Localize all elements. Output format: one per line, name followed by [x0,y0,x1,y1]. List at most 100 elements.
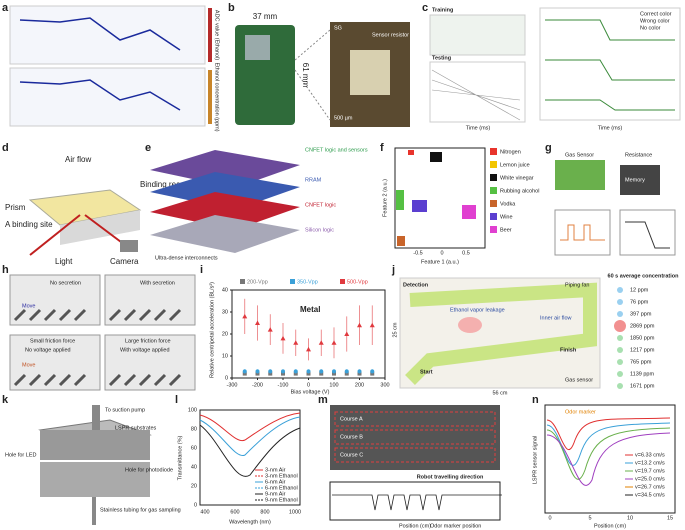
legend-label: 397 ppm [630,311,652,317]
layer-label: Silicon logic [305,227,334,233]
point [369,322,375,328]
label: Ethanol vapor leakage [450,307,505,313]
panel-a: ADC value (Ethanol) Ethanol concentratio… [2,2,220,132]
point [255,320,260,325]
panel-e: CNFET logic and sensors RRAM CNFET logic… [145,142,368,262]
panel-d: Air flow Binding reaction Prism A bindin… [2,142,197,266]
x-tick-label: 0.5 [462,250,470,256]
label: Robot travelling direction [417,474,484,480]
point [318,340,324,345]
x-tick-label: 400 [200,509,209,515]
x-tick-label: 0 [307,382,310,388]
axis-label: Feature 1 (a.u.) [421,259,459,265]
x-tick-label: 600 [230,509,239,515]
legend-swatch [617,287,623,293]
label: Odor marker position [430,523,481,529]
point [357,369,362,374]
legend-swatch [240,279,245,284]
legend: Wrong color [640,18,670,24]
label: With voltage applied [120,347,170,353]
legend-label: Lemon juice [500,162,530,168]
y-tick-label: 30 [222,309,228,315]
x-tick-label: 300 [380,382,389,388]
x-axis-label: Bias voltage (V) [291,389,330,395]
label: Large friction force [125,338,171,344]
legend-label: v=19.7 cm/s [635,468,665,474]
point [306,369,311,374]
label: Gas sensor [565,377,593,383]
legend-label: 1671 ppm [630,383,655,389]
axis-label: Feature 2 (a.u.) [382,179,388,217]
point [319,369,324,374]
panel-letter: n [532,394,539,406]
legend-label: 12 ppm [630,287,649,293]
legend-swatch [614,320,626,332]
label: Hole for LED [5,452,37,458]
label: Binding reaction [140,180,197,189]
layer-label: CNFET logic and sensors [305,147,368,153]
y-tick-label: 0 [194,502,197,508]
legend-label: 1139 ppm [630,371,654,377]
legend-label: Beer [500,227,512,233]
legend-label: v=25.0 cm/s [635,476,665,482]
label: 500 µm [334,115,353,121]
label: Piping fan [565,282,589,288]
point [344,369,349,374]
y-tick-label: 80 [191,426,197,432]
panel-letter: a [2,2,9,14]
legend: v=6.33 cm/s v=13.2 cm/s v=19.7 cm/s v=25.0 … [625,452,665,498]
y-tick-label: 0 [225,375,228,381]
legend-swatch [617,311,623,317]
panel-h: Move No secretion With secretion Small f… [2,264,196,391]
panel-letter: m [318,394,328,406]
legend-label: 350-Vpp [297,279,318,285]
legend-label: 3-nm Air [265,467,286,473]
y-tick-label: 60 [191,445,197,451]
label: Move [22,362,35,368]
legend-label: 500-Vpp [347,279,368,285]
axis-label: Time (ms) [598,125,623,131]
panel-n: Odor marker v=6.33 cm/s v=13.2 cm/s v=19.7… [532,394,676,529]
label: A binding site [5,220,53,229]
label: No voltage applied [25,347,71,353]
panel-g: Gas Sensor Resistance Memory g [545,142,676,256]
panel-letter: l [175,394,178,406]
legend-title: 60 s average concentration [608,273,680,279]
ticks: 400 600 800 1000 0 20 40 60 80 100 [188,407,301,515]
label: Course A [340,416,363,422]
label: LSPR substrates [115,425,157,431]
point [344,331,350,336]
axis-label: Position (cm) [399,523,431,529]
label: Course C [340,452,363,458]
label: Course B [340,434,363,440]
panel-k: To suction pump LSPR substrates Hole for… [2,394,181,525]
dimension: 37 mm [253,12,278,21]
x-tick-label: 100 [329,382,338,388]
y-tick-label: 40 [191,464,197,470]
point [293,369,298,374]
legend-label: 6-nm Ethanol [265,485,298,491]
panel-i: i Metal Bias voltage (V) Relative centri… [200,264,390,396]
label: Inner air flow [540,315,572,321]
point [281,369,285,374]
legend-swatch [290,279,295,284]
label: Air flow [65,155,91,164]
legend-label: 6-nm Air [265,479,286,485]
x-tick-label: -0.5 [413,250,422,256]
label: Start [420,369,433,375]
legend-label: 2869 ppm [630,323,655,329]
x-tick-label: -100 [277,382,288,388]
label: With secretion [140,280,175,286]
axis-label: Time (ms) [466,125,491,131]
label: Memory [625,177,645,183]
label: Detection [403,282,429,288]
legend-label: v=13.2 cm/s [635,460,665,466]
panel-m: Course A Course B Course C Robot travell… [318,394,502,529]
point [242,313,248,319]
label: Small friction force [30,338,75,344]
point [306,346,311,352]
panel-f: Feature 1 (a.u.) Feature 2 (a.u.) -0.5 0… [380,142,539,266]
legend-label: 200-Vpp [247,279,268,285]
